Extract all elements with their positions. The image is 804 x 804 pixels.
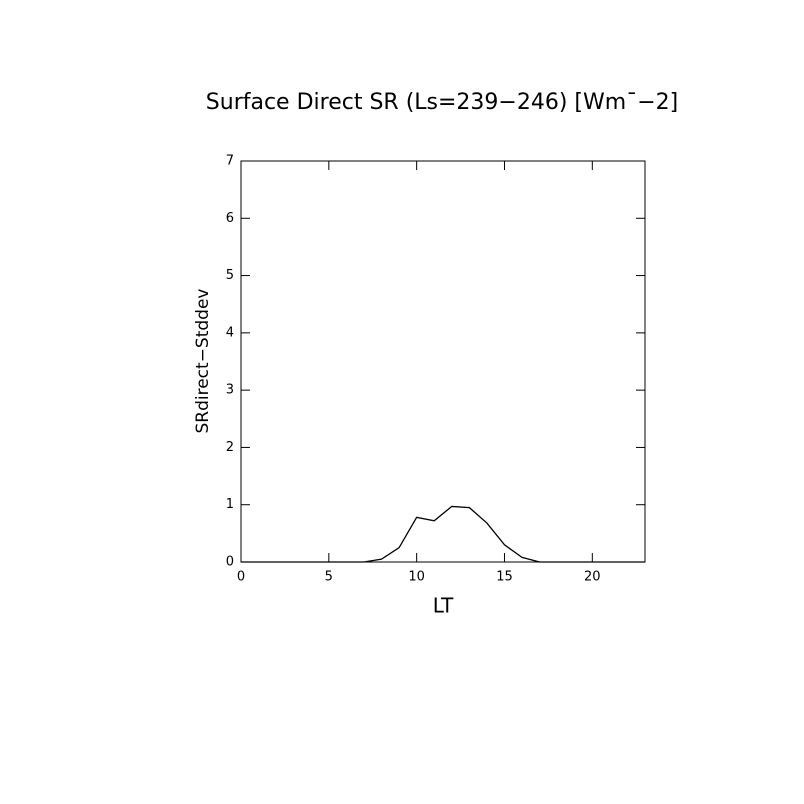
y-tick-label: 4 bbox=[226, 325, 234, 340]
y-tick-label: 1 bbox=[226, 497, 234, 512]
y-tick-label: 2 bbox=[226, 440, 234, 455]
x-tick-label: 15 bbox=[496, 570, 513, 585]
chart-title: Surface Direct SR (Ls=239−246) [Wm¯−2] bbox=[206, 90, 678, 115]
x-tick-label: 20 bbox=[584, 570, 601, 585]
y-tick-label: 0 bbox=[226, 555, 234, 570]
y-axis-label: SRdirect−Stddev bbox=[193, 288, 213, 433]
y-tick-label: 6 bbox=[226, 211, 234, 226]
y-tick-label: 3 bbox=[226, 383, 234, 398]
y-tick-label: 5 bbox=[226, 268, 234, 283]
data-line bbox=[241, 505, 645, 563]
x-tick-label: 10 bbox=[408, 570, 425, 585]
y-tick-label: 7 bbox=[226, 154, 234, 169]
x-tick-label: 5 bbox=[325, 570, 333, 585]
plot-frame bbox=[240, 160, 646, 563]
x-tick-label: 0 bbox=[237, 570, 245, 585]
x-axis-label: LT bbox=[433, 594, 454, 618]
